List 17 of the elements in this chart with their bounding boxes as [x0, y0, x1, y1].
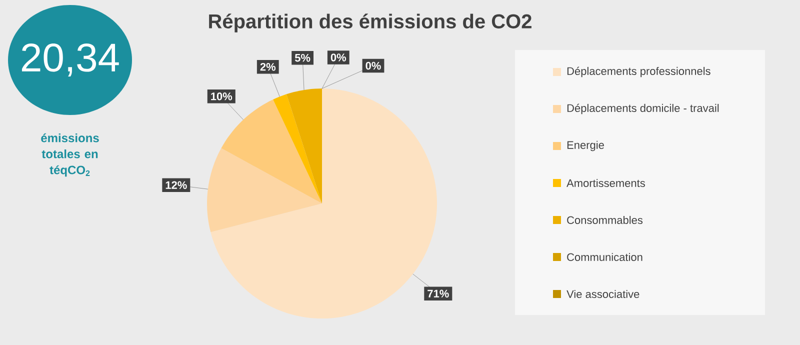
- legend-label: Vie associative: [566, 290, 640, 298]
- data-label: 71%: [428, 290, 449, 298]
- text: 0%: [366, 62, 381, 70]
- legend-label: Communication: [567, 252, 642, 262]
- text: 0%: [330, 54, 346, 62]
- data-label: 12%: [166, 181, 187, 189]
- legend-label: Consommables: [567, 216, 643, 224]
- text: émissions totales en téqCO$_{2}$: [41, 133, 99, 177]
- data-label: 10%: [211, 92, 232, 100]
- data-label: 5%: [294, 54, 310, 62]
- chart-title: Répartition des émissions de CO2: [209, 14, 532, 32]
- legend-label: Energie: [567, 140, 604, 152]
- data-label: 2%: [260, 62, 276, 71]
- legend-label: Amortissements: [566, 178, 645, 188]
- legend-label: Déplacements professionnels: [567, 66, 710, 78]
- text: 20,34: [22, 43, 119, 77]
- legend-label: Déplacements domicile - travail: [567, 104, 719, 114]
